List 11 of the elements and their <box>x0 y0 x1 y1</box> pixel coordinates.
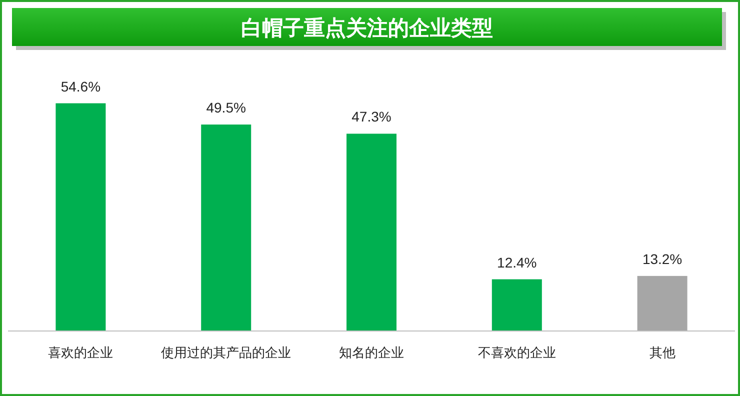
value-label: 13.2% <box>642 250 682 267</box>
title: 白帽子重点关注的企业类型 <box>241 17 493 40</box>
value-label: 49.5% <box>206 100 246 116</box>
category-label: 知名的企业 <box>339 345 404 360</box>
value-label: 47.3% <box>352 108 392 125</box>
category-label: 不喜欢的企业 <box>478 345 556 360</box>
value-label: 12.4% <box>497 254 537 270</box>
value-label: 54.6% <box>60 78 101 94</box>
category-label: 使用过的其产品的企业 <box>161 345 292 360</box>
category-label: 其他 <box>649 345 676 360</box>
category-label: 喜欢的企业 <box>48 345 114 360</box>
